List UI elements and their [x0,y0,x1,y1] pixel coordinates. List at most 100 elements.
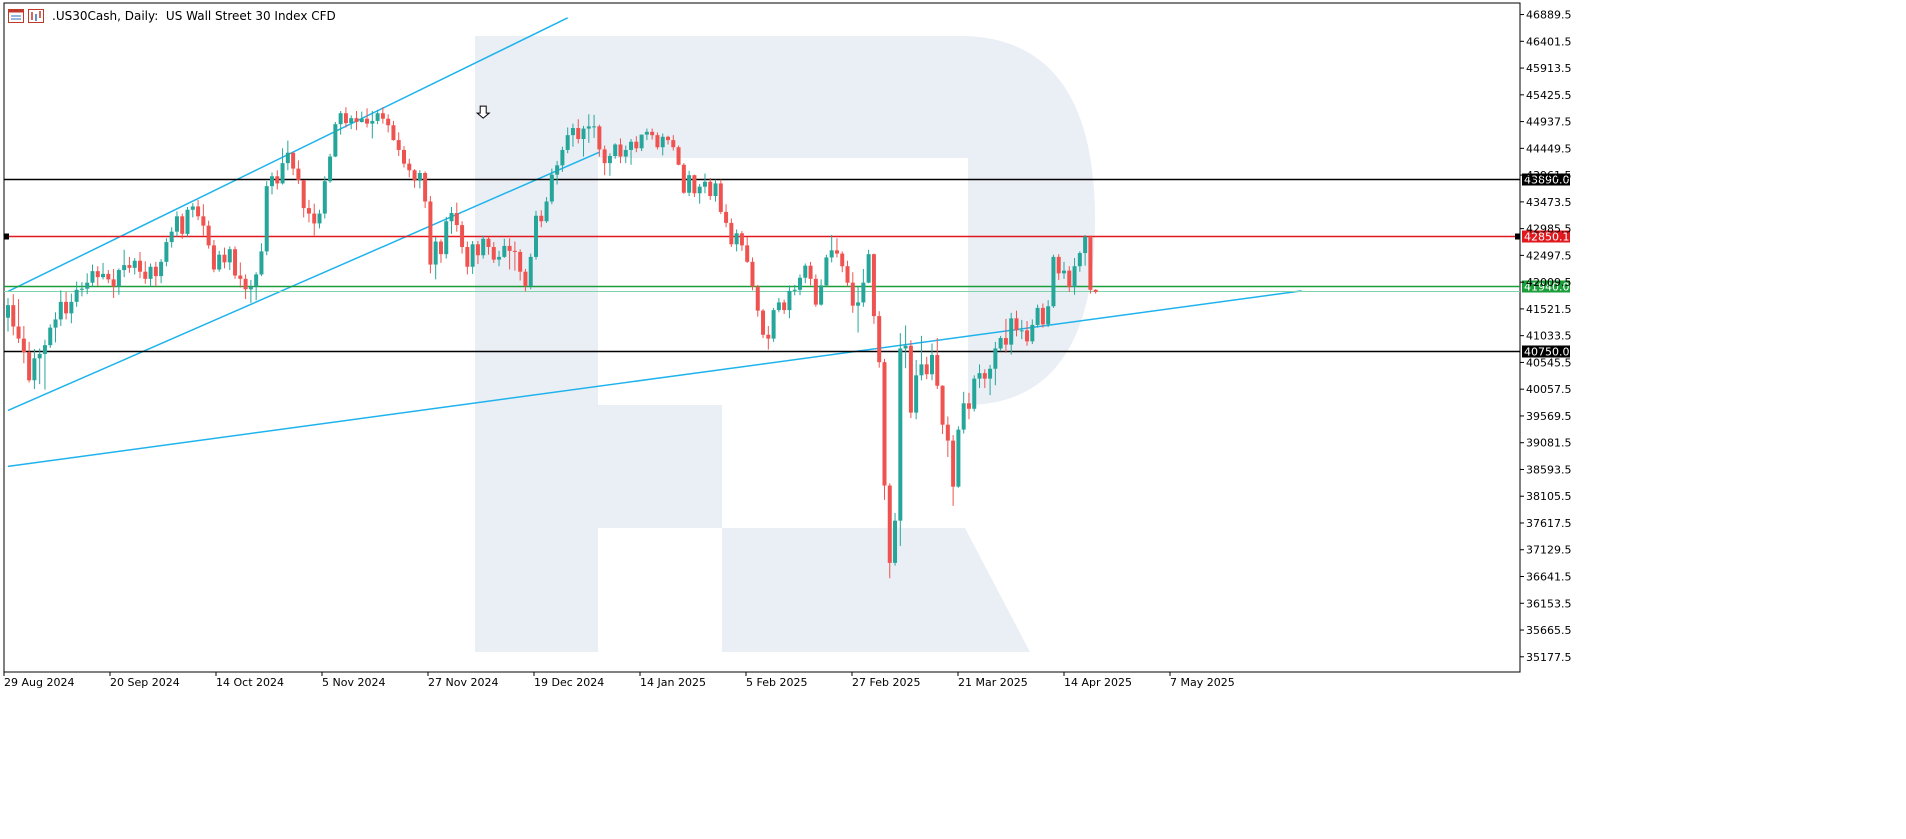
candle-body [132,260,137,268]
candle-body [750,261,755,287]
candle [354,111,359,131]
candle-body [592,126,597,128]
candle-body [982,373,987,379]
candle [280,148,285,185]
trendline-channel-lower[interactable] [7,151,600,412]
candle-body [919,364,924,376]
candle-body [206,225,211,246]
candle-body [766,334,771,339]
candle-body [602,149,607,164]
candle [1077,251,1082,272]
candle [824,254,829,287]
candle-body [1088,236,1093,290]
candle-body [296,168,301,181]
candle-body [275,176,280,184]
candle-body [893,520,898,563]
candle [1083,234,1088,266]
candle [143,261,148,284]
candle [798,274,802,296]
candle-body [502,245,507,257]
candle-body [988,368,993,379]
candle-body [549,174,554,202]
candle [908,340,913,419]
level-marker-left [4,233,9,240]
candle [761,308,766,339]
level-tag-42850.1 [1522,230,1570,243]
candle-body [713,183,718,197]
y-tick-label: 35177.5 [1526,651,1572,664]
candle [402,146,406,168]
candle-body [264,186,269,252]
candle-body [201,216,206,226]
x-tick-label: 29 Aug 2024 [4,676,74,689]
candle-body [343,113,348,124]
candle-body [745,245,750,262]
candle [243,274,248,300]
candle [444,216,449,259]
candle-body [190,206,195,210]
candle-body [555,165,560,175]
candle [380,107,385,124]
candle [898,333,903,546]
symbol-name: .US30Cash [52,9,118,23]
candle-body [956,429,961,487]
candle-body [702,181,707,187]
down-arrow-icon [475,105,491,119]
candle-body [21,338,26,353]
candle [64,291,69,320]
candle [597,124,602,157]
candle-body [1025,330,1030,342]
candle-body [1040,307,1045,325]
candle-body [101,273,106,278]
candle-body [1035,307,1040,325]
candle-body [1051,256,1056,307]
y-tick-label: 37617.5 [1526,517,1572,530]
candle [787,285,792,319]
candle [782,299,787,314]
candle-body [396,140,401,150]
candle-body [861,282,866,303]
candle [423,171,428,209]
candle-body [961,403,966,430]
candle [877,311,882,368]
candle-body [739,233,744,246]
candle [95,266,100,286]
candle-body [354,118,359,122]
candle-body [428,201,433,265]
candle-body [1014,318,1019,331]
candle [42,339,47,390]
candle [903,325,908,369]
level-tag-text: 43890.0 [1524,174,1570,187]
candle-body [951,440,956,487]
candle [549,168,554,205]
candle-body [306,208,311,214]
candle-body [74,289,79,302]
y-axis: 46889.5 46401.5 45913.5 45425.5 44937.5 44449… [1520,9,1572,664]
candle [523,268,528,292]
candle-body [623,149,628,157]
candle [819,279,824,306]
x-tick-label: 14 Oct 2024 [216,676,284,689]
candle-body [792,289,797,291]
candle-body [174,216,179,232]
candle-body [180,216,185,234]
candle [988,364,993,396]
chart-window-icon[interactable] [8,9,24,23]
x-tick-label: 19 Dec 2024 [534,676,604,689]
candle [328,153,333,183]
horizontal-levels[interactable]: 43890.0 42850.1 41940.0 40750.0 [4,173,1570,359]
candle-body [724,211,729,223]
candle-body [481,238,486,256]
bar-chart-icon[interactable] [28,9,44,23]
y-tick-label: 42985.5 [1526,223,1572,236]
candle [185,206,190,237]
candle-body [259,251,264,275]
candle-body [930,355,934,375]
candle-body [169,231,174,243]
candle-body [1009,318,1014,345]
y-tick-label: 40545.5 [1526,356,1572,369]
trendline-rising-support[interactable] [7,290,1302,468]
candle [412,169,417,188]
candle [417,170,422,189]
